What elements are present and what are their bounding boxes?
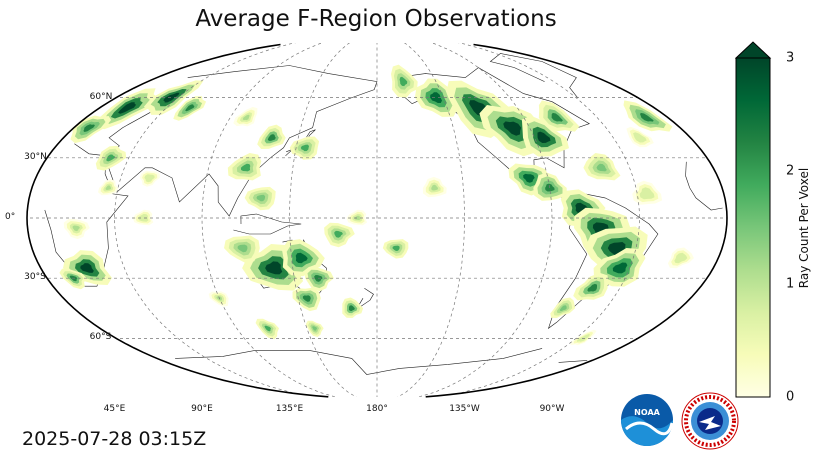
- observation-patch: [312, 326, 318, 331]
- latitude-label: 30°S: [24, 272, 46, 283]
- observation-patch: [267, 134, 276, 141]
- observation-patch: [105, 185, 112, 190]
- coastline-eurasia: [106, 65, 378, 217]
- observation-patch: [642, 190, 652, 197]
- meridian-line: [114, 43, 323, 397]
- observation-patch: [431, 184, 438, 191]
- meridian-line: [289, 43, 360, 397]
- observation-patch: [537, 131, 551, 143]
- observation-patch: [592, 222, 609, 235]
- colorbar-tick-label: 1: [786, 276, 795, 292]
- observation-patch: [430, 92, 442, 103]
- observation-patch: [240, 163, 251, 172]
- longitude-label: 180°: [366, 404, 388, 414]
- observation-patch: [242, 114, 250, 121]
- colorbar-extend-arrow: [735, 41, 772, 59]
- observation-patch: [399, 76, 408, 87]
- observation-patch: [146, 175, 153, 181]
- longitude-label: 90°E: [191, 404, 213, 414]
- colorbar-gradient: [735, 57, 771, 398]
- meridian-line: [394, 43, 465, 397]
- observation-patch: [302, 295, 311, 302]
- observation-patch: [295, 252, 308, 264]
- colorbar-label: Ray Count Per Voxel: [797, 167, 811, 289]
- coastline-greenland: [489, 53, 578, 98]
- observation-patch: [237, 244, 248, 253]
- observation-patch: [300, 144, 309, 152]
- observation-patch: [80, 263, 94, 273]
- observation-patch: [612, 262, 628, 274]
- observation-patch: [348, 305, 355, 311]
- latitude-label: 30°N: [24, 151, 47, 162]
- observation-patch: [354, 215, 361, 221]
- colorbar-tick-label: 3: [786, 50, 795, 66]
- latitude-label: 0°: [5, 212, 16, 222]
- graticule: [27, 43, 727, 397]
- coastline-indonesia: [233, 213, 302, 235]
- observation-patch: [503, 121, 522, 136]
- meridian-line: [431, 43, 640, 397]
- latitude-label: 60°N: [89, 91, 113, 102]
- observation-patch: [118, 102, 137, 114]
- colorbar: [735, 41, 772, 398]
- observation-overlay: [59, 64, 694, 346]
- nws-logo: [681, 392, 739, 450]
- meridian-line: [201, 43, 341, 397]
- noaa-logo-text: NOAA: [634, 408, 660, 417]
- observation-patch: [334, 230, 343, 238]
- latitude-label: 60°S: [89, 332, 112, 343]
- observation-patch: [83, 124, 95, 132]
- observation-patch: [587, 283, 597, 292]
- longitude-label: 135°E: [275, 404, 304, 414]
- map-boundary: [26, 43, 728, 398]
- observation-patch: [559, 305, 567, 311]
- colorbar-tick-label: 0: [786, 389, 795, 405]
- observation-patch: [264, 325, 271, 332]
- observation-patch: [392, 245, 400, 251]
- observation-patch: [523, 173, 535, 183]
- meridian-line: [413, 43, 553, 397]
- observation-patch: [140, 215, 147, 221]
- observation-patch: [636, 134, 644, 141]
- colorbar-tick-label: 2: [786, 163, 795, 179]
- observation-patch: [551, 112, 563, 122]
- observation-patch: [677, 255, 685, 261]
- observation-patch: [256, 194, 266, 202]
- coastline-antarctica: [175, 348, 588, 375]
- observation-patch: [72, 225, 80, 232]
- observation-patch: [640, 112, 654, 122]
- longitude-label: 45°E: [103, 404, 126, 414]
- observation-patch: [185, 104, 195, 112]
- longitude-label: 90°W: [539, 404, 565, 414]
- observation-patch: [596, 163, 607, 172]
- observation-patch: [163, 92, 180, 103]
- timestamp: 2025-07-28 03:15Z: [22, 428, 207, 450]
- noaa-logo: NOAA: [621, 394, 674, 446]
- map-title: Average F-Region Observations: [195, 6, 557, 32]
- observation-patch: [265, 261, 283, 275]
- longitude-label: 135°W: [449, 404, 480, 414]
